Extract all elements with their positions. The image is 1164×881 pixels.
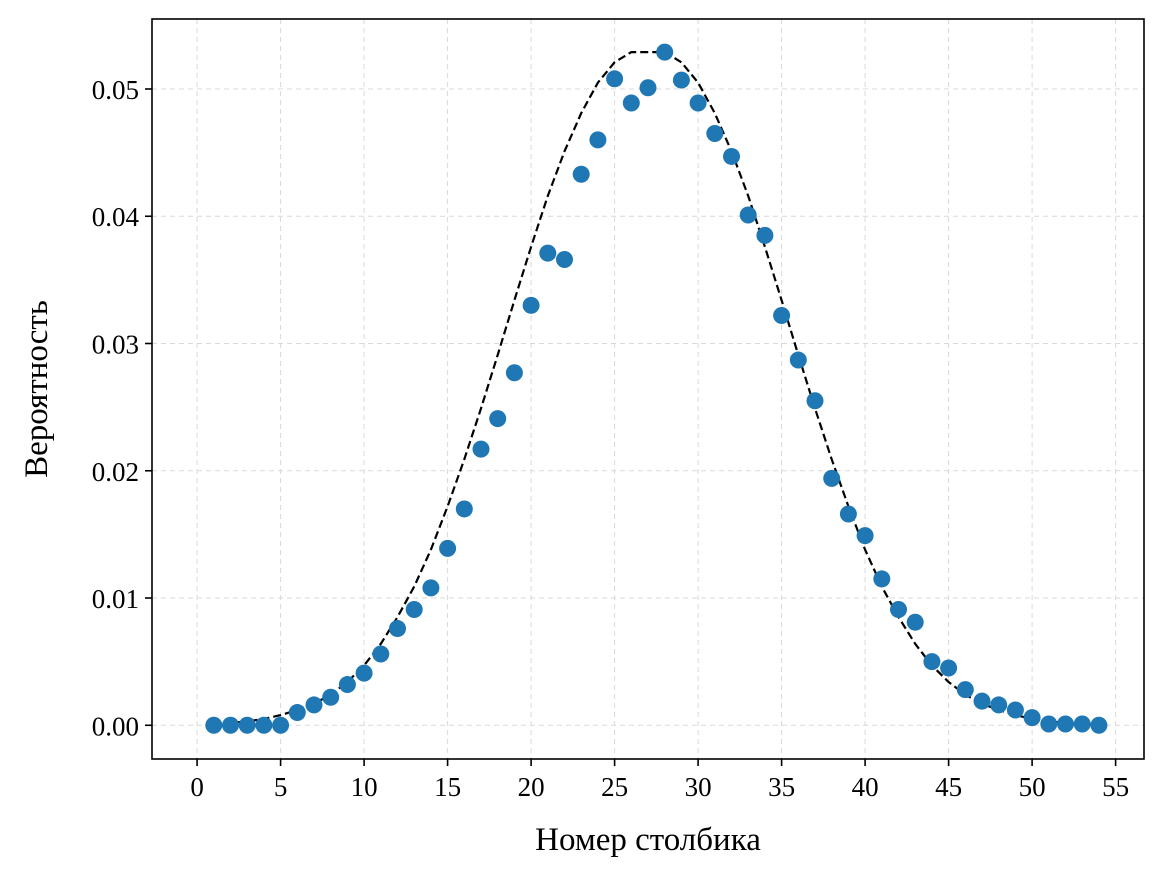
data-point xyxy=(355,664,373,682)
data-point xyxy=(439,539,457,557)
plot-frame xyxy=(151,18,1145,760)
data-point xyxy=(422,579,440,597)
data-point xyxy=(689,94,707,112)
x-tick-label: 35 xyxy=(768,772,795,802)
y-axis-label: Вероятность xyxy=(19,300,55,478)
data-point xyxy=(238,716,256,734)
y-tick-label: 0.04 xyxy=(92,202,140,232)
y-tick-label: 0.02 xyxy=(92,457,139,487)
data-point xyxy=(205,716,223,734)
data-point xyxy=(773,307,791,325)
data-point xyxy=(405,600,423,618)
x-tick-label: 30 xyxy=(685,772,712,802)
data-point xyxy=(472,440,490,458)
data-point xyxy=(556,251,573,269)
data-point xyxy=(1006,701,1024,719)
data-point xyxy=(739,206,757,224)
data-point xyxy=(505,364,523,382)
y-axis-ticks: 0.00 0.01 0.02 0.03 0.04 0.05 xyxy=(92,75,152,741)
data-point xyxy=(890,600,908,618)
data-point xyxy=(639,79,657,97)
data-point xyxy=(272,716,290,734)
y-tick-label: 0.00 xyxy=(92,711,139,741)
x-tick-label: 15 xyxy=(434,772,461,802)
data-point xyxy=(973,692,991,710)
data-point xyxy=(388,620,406,638)
x-tick-label: 25 xyxy=(601,772,628,802)
data-point xyxy=(1023,709,1041,727)
data-point xyxy=(789,351,807,369)
x-tick-label: 10 xyxy=(351,772,378,802)
y-tick-label: 0.05 xyxy=(92,75,139,105)
data-point xyxy=(522,296,540,314)
data-point xyxy=(322,688,340,706)
data-point xyxy=(990,696,1008,714)
data-point xyxy=(839,505,857,523)
data-point xyxy=(956,681,974,699)
data-point xyxy=(338,676,356,694)
data-point xyxy=(572,165,590,183)
x-tick-label: 45 xyxy=(935,772,962,802)
data-point xyxy=(940,659,958,677)
x-tick-label: 50 xyxy=(1019,772,1046,802)
x-tick-label: 55 xyxy=(1102,772,1129,802)
data-point xyxy=(823,469,841,487)
data-point xyxy=(539,244,557,262)
scatter-points-layer xyxy=(205,43,1108,734)
grid xyxy=(152,19,1144,759)
data-point xyxy=(288,704,306,722)
data-point xyxy=(1090,716,1108,734)
data-point xyxy=(305,696,323,714)
data-point xyxy=(723,147,740,165)
data-point xyxy=(756,226,774,244)
data-point xyxy=(806,392,824,410)
x-axis-label: Номер столбика xyxy=(535,822,761,858)
data-point xyxy=(622,94,640,112)
x-axis-ticks: 0 5 10 15 20 25 30 35 40 45 50 55 xyxy=(190,759,1129,802)
data-point xyxy=(255,716,273,734)
data-point xyxy=(372,645,390,663)
data-point xyxy=(489,410,507,428)
data-point xyxy=(455,500,473,518)
data-point xyxy=(1040,715,1058,733)
data-point xyxy=(873,570,891,588)
y-tick-label: 0.03 xyxy=(92,330,139,360)
data-point xyxy=(1073,715,1091,733)
x-tick-label: 20 xyxy=(518,772,545,802)
data-point xyxy=(923,653,941,671)
data-point xyxy=(221,716,239,734)
x-tick-label: 0 xyxy=(190,772,204,802)
data-point xyxy=(1057,715,1075,733)
data-point xyxy=(906,613,924,631)
data-point xyxy=(706,125,724,143)
data-point xyxy=(656,43,674,61)
data-point xyxy=(606,70,624,88)
data-point xyxy=(589,131,607,149)
x-tick-label: 5 xyxy=(274,772,288,802)
x-tick-label: 40 xyxy=(852,772,879,802)
data-point xyxy=(856,527,874,545)
data-point xyxy=(672,71,690,89)
y-tick-label: 0.01 xyxy=(92,584,139,614)
